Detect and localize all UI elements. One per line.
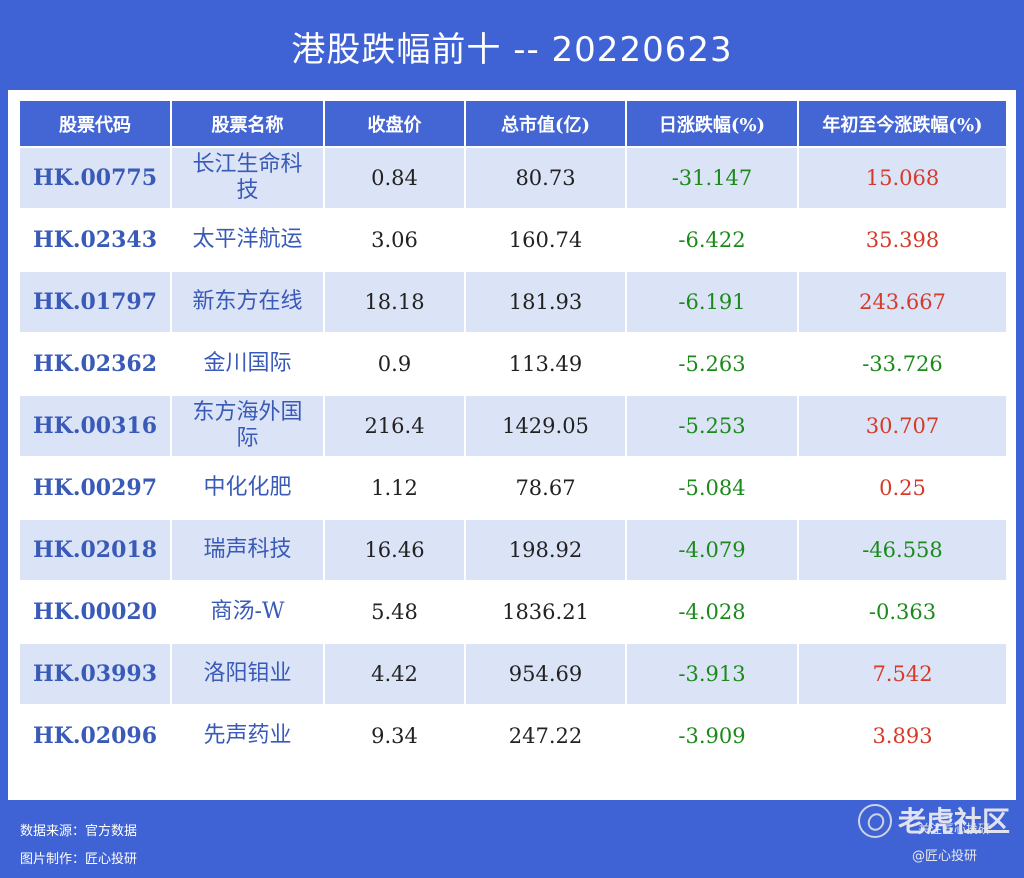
market-cap-cell: 198.92 <box>464 518 627 582</box>
close-price-cell: 0.84 <box>323 146 466 210</box>
table-row: HK.00316 东方海外国际 216.4 1429.05 -5.253 30.707 <box>18 394 1008 458</box>
header-close: 收盘价 <box>323 99 466 148</box>
close-price-cell: 9.34 <box>323 704 466 768</box>
stock-name-cell: 金川国际 <box>170 332 325 396</box>
ytd-change-cell: 15.068 <box>797 146 1008 210</box>
ytd-change-cell: -0.363 <box>797 580 1008 644</box>
watermark-brand: 老虎社区 <box>898 805 1011 838</box>
close-price-cell: 216.4 <box>323 394 466 458</box>
header-day-change: 日涨跌幅(%) <box>625 99 799 148</box>
watermark-handle: @匠心投研 <box>912 849 978 864</box>
day-change-cell: -31.147 <box>625 146 799 210</box>
day-change-cell: -5.263 <box>625 332 799 396</box>
market-cap-cell: 954.69 <box>464 642 627 706</box>
close-price-cell: 0.9 <box>323 332 466 396</box>
day-change-cell: -6.422 <box>625 208 799 272</box>
ytd-change-cell: -33.726 <box>797 332 1008 396</box>
table-row: HK.02343 太平洋航运 3.06 160.74 -6.422 35.398 <box>18 208 1008 272</box>
stock-name-cell: 洛阳钼业 <box>170 642 325 706</box>
close-price-cell: 16.46 <box>323 518 466 582</box>
header-ytd-change: 年初至今涨跌幅(%) <box>797 99 1008 148</box>
table-row: HK.00297 中化化肥 1.12 78.67 -5.084 0.25 <box>18 456 1008 520</box>
table-row: HK.03993 洛阳钼业 4.42 954.69 -3.913 7.542 <box>18 642 1008 706</box>
footer: 数据来源：官方数据 图片制作：匠心投研 <box>20 818 137 874</box>
day-change-cell: -6.191 <box>625 270 799 334</box>
stock-name-cell: 商汤-W <box>170 580 325 644</box>
market-cap-cell: 80.73 <box>464 146 627 210</box>
day-change-cell: -3.909 <box>625 704 799 768</box>
stock-table: 股票代码 股票名称 收盘价 总市值(亿) 日涨跌幅(%) 年初至今涨跌幅(%) … <box>18 99 1008 768</box>
close-price-cell: 5.48 <box>323 580 466 644</box>
ytd-change-cell: 243.667 <box>797 270 1008 334</box>
market-cap-cell: 113.49 <box>464 332 627 396</box>
close-price-cell: 4.42 <box>323 642 466 706</box>
stock-code-cell: HK.02096 <box>18 704 172 768</box>
stock-name-cell: 长江生命科技 <box>170 146 325 210</box>
header-code: 股票代码 <box>18 99 172 148</box>
day-change-cell: -5.084 <box>625 456 799 520</box>
market-cap-cell: 78.67 <box>464 456 627 520</box>
table-container: 股票代码 股票名称 收盘价 总市值(亿) 日涨跌幅(%) 年初至今涨跌幅(%) … <box>8 90 1016 800</box>
table-row: HK.02096 先声药业 9.34 247.22 -3.909 3.893 <box>18 704 1008 768</box>
table-body: HK.00775 长江生命科技 0.84 80.73 -31.147 15.068 HK.0… <box>18 146 1008 768</box>
day-change-cell: -4.028 <box>625 580 799 644</box>
stock-name-cell: 先声药业 <box>170 704 325 768</box>
ytd-change-cell: -46.558 <box>797 518 1008 582</box>
stock-code-cell: HK.02343 <box>18 208 172 272</box>
stock-code-cell: HK.02018 <box>18 518 172 582</box>
stock-code-cell: HK.03993 <box>18 642 172 706</box>
table-row: HK.00775 长江生命科技 0.84 80.73 -31.147 15.068 <box>18 146 1008 210</box>
stock-name-cell: 瑞声科技 <box>170 518 325 582</box>
day-change-cell: -4.079 <box>625 518 799 582</box>
ytd-change-cell: 30.707 <box>797 394 1008 458</box>
header-market-cap: 总市值(亿) <box>464 99 627 148</box>
ytd-change-cell: 7.542 <box>797 642 1008 706</box>
market-cap-cell: 1836.21 <box>464 580 627 644</box>
table-row: HK.02018 瑞声科技 16.46 198.92 -4.079 -46.558 <box>18 518 1008 582</box>
market-cap-cell: 247.22 <box>464 704 627 768</box>
day-change-cell: -3.913 <box>625 642 799 706</box>
stock-name-cell: 东方海外国际 <box>170 394 325 458</box>
stock-name-cell: 中化化肥 <box>170 456 325 520</box>
market-cap-cell: 181.93 <box>464 270 627 334</box>
stock-code-cell: HK.00297 <box>18 456 172 520</box>
market-cap-cell: 160.74 <box>464 208 627 272</box>
close-price-cell: 1.12 <box>323 456 466 520</box>
table-row: HK.02362 金川国际 0.9 113.49 -5.263 -33.726 <box>18 332 1008 396</box>
stock-code-cell: HK.00020 <box>18 580 172 644</box>
tiger-logo-icon <box>858 804 892 838</box>
table-row: HK.00020 商汤-W 5.48 1836.21 -4.028 -0.363 <box>18 580 1008 644</box>
watermark-follow: 关注匠心投研 <box>918 822 991 836</box>
header-name: 股票名称 <box>170 99 325 148</box>
close-price-cell: 3.06 <box>323 208 466 272</box>
stock-name-cell: 新东方在线 <box>170 270 325 334</box>
table-row: HK.01797 新东方在线 18.18 181.93 -6.191 243.667 <box>18 270 1008 334</box>
ytd-change-cell: 35.398 <box>797 208 1008 272</box>
market-cap-cell: 1429.05 <box>464 394 627 458</box>
footer-source: 数据来源：官方数据 <box>20 824 138 839</box>
stock-code-cell: HK.00316 <box>18 394 172 458</box>
table-header-row: 股票代码 股票名称 收盘价 总市值(亿) 日涨跌幅(%) 年初至今涨跌幅(%) <box>18 99 1008 148</box>
ytd-change-cell: 3.893 <box>797 704 1008 768</box>
stock-name-cell: 太平洋航运 <box>170 208 325 272</box>
stock-code-cell: HK.01797 <box>18 270 172 334</box>
ytd-change-cell: 0.25 <box>797 456 1008 520</box>
day-change-cell: -5.253 <box>625 394 799 458</box>
stock-code-cell: HK.00775 <box>18 146 172 210</box>
page-title: 港股跌幅前十 -- 20220623 <box>291 30 733 70</box>
stock-code-cell: HK.02362 <box>18 332 172 396</box>
close-price-cell: 18.18 <box>323 270 466 334</box>
footer-maker: 图片制作：匠心投研 <box>20 852 138 867</box>
